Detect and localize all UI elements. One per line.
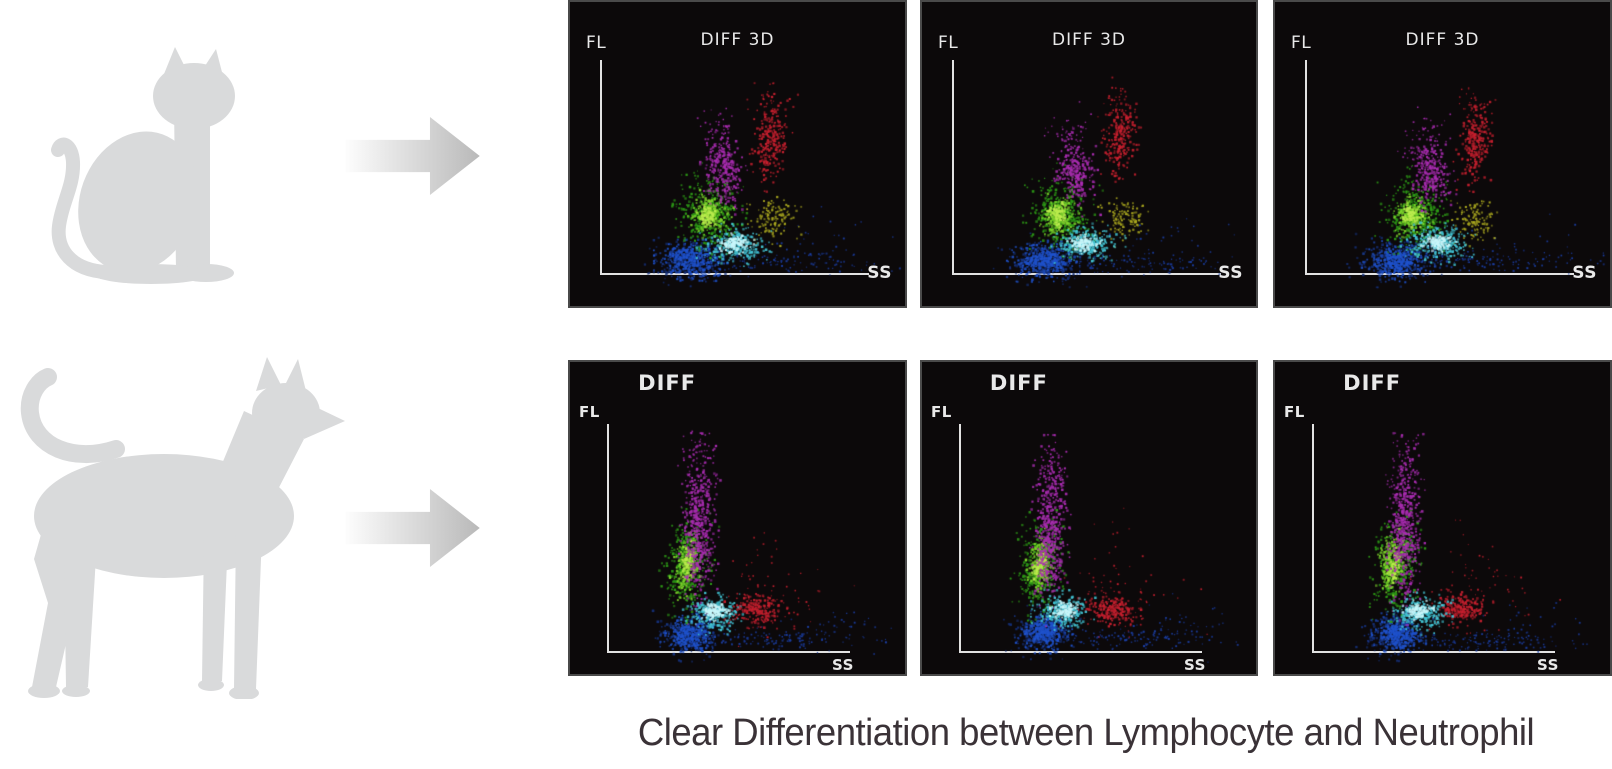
right-arrow-icon	[345, 117, 480, 195]
x-axis-label: SS	[1184, 656, 1206, 674]
scattergram-cat-2: FL DIFF 3D SS	[920, 0, 1258, 308]
scattergram-dog-1: FL DIFF SS	[568, 360, 907, 676]
y-axis-label: FL	[579, 403, 600, 421]
scattergram-dog-2: FL DIFF SS	[920, 360, 1258, 676]
y-axis-label: FL	[586, 33, 607, 53]
y-axis-label: FL	[1284, 403, 1305, 421]
figure-caption: Clear Differentiation between Lymphocyte…	[637, 712, 1535, 754]
scatter-dots	[922, 362, 1256, 674]
scattergram-cat-3: FL DIFF 3D SS	[1273, 0, 1612, 308]
scattergram-dog-3: FL DIFF SS	[1273, 360, 1612, 676]
x-axis-label: SS	[1537, 656, 1559, 674]
x-axis-label: SS	[1572, 263, 1597, 283]
plot-title: DIFF	[989, 371, 1048, 395]
scatter-dots	[1275, 362, 1610, 674]
plot-title: DIFF	[638, 371, 697, 395]
scatter-dots	[922, 2, 1256, 306]
plot-title: DIFF 3D	[1405, 30, 1480, 50]
x-axis-label: SS	[832, 656, 854, 674]
cat-silhouette-icon	[51, 47, 235, 284]
plot-title: DIFF 3D	[1052, 30, 1126, 50]
y-axis-label: FL	[1291, 33, 1312, 53]
y-axis-label: FL	[938, 33, 959, 53]
scatter-dots	[1275, 2, 1610, 306]
right-arrow-icon	[345, 489, 480, 567]
scatter-dots	[570, 362, 905, 674]
scatter-dots	[570, 2, 905, 306]
x-axis-label: SS	[867, 263, 892, 283]
plot-title: DIFF	[1343, 371, 1402, 395]
dog-silhouette-icon	[20, 357, 345, 699]
x-axis-label: SS	[1218, 263, 1243, 283]
plot-title: DIFF 3D	[700, 30, 775, 50]
scattergram-cat-1: FL DIFF 3D SS	[568, 0, 907, 308]
y-axis-label: FL	[931, 403, 952, 421]
